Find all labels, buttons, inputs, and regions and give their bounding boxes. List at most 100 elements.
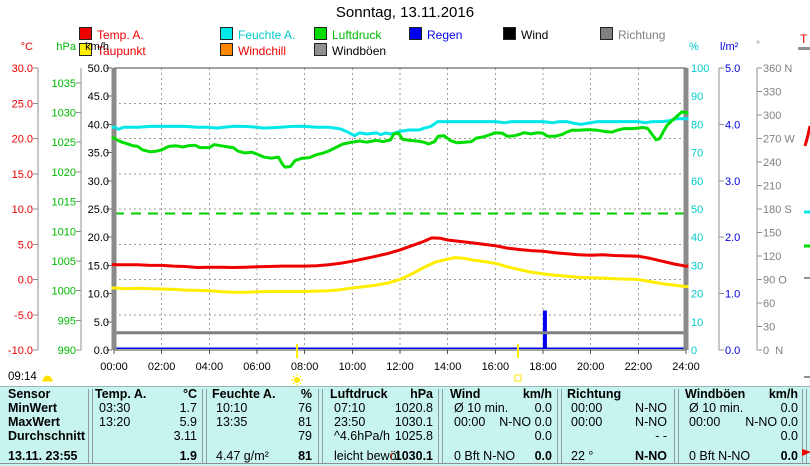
table-row-label: MaxWert — [8, 415, 60, 429]
table-group-unit: hPa — [410, 387, 433, 401]
axis-unit-humidity: % — [689, 41, 699, 53]
table-cell-value: 0.0 — [534, 401, 552, 415]
legend-label: Windchill — [238, 44, 287, 58]
axis-tick-label: 30 — [763, 322, 775, 334]
axis-tick-label: 20.0 — [12, 134, 33, 146]
table-separator — [202, 389, 203, 463]
time-label: 02:00 — [148, 361, 176, 373]
axis-tick-label: 5.0 — [18, 239, 33, 251]
table-cell-value: 0.0 — [780, 429, 798, 443]
axis-tick-label: 25.0 — [88, 204, 109, 216]
table-cell-label: 07:10 — [334, 401, 366, 415]
table-group-unit: km/h — [522, 387, 552, 401]
axis-tick-label: 60 — [763, 298, 775, 310]
axis-tick-label: 1010 — [52, 226, 76, 238]
table-cell-label: ^4.6hPa/h — [334, 429, 390, 443]
table-cell-value: 81 — [298, 415, 312, 429]
series-taupunkt-line — [113, 256, 687, 294]
time-label: 24:00 — [672, 361, 700, 373]
axis-tick-label: 80 — [691, 119, 703, 131]
axis-tick-label: 30.0 — [12, 63, 33, 75]
table-row-label: 13.11. 23:55 — [8, 449, 78, 463]
table-cell-value: 5.9 — [179, 415, 197, 429]
adjacent-panel-fragment — [803, 125, 810, 147]
legend-swatch — [220, 43, 233, 56]
marker-start-temp — [111, 263, 117, 267]
time-label: 12:00 — [386, 361, 414, 373]
table-cell-value: - - — [655, 429, 667, 443]
legend-item-richtung: Richtung — [600, 27, 665, 42]
table-group-title: Luftdruck — [330, 387, 388, 401]
table-bottom-border — [0, 463, 810, 464]
table-group-title: Richtung — [567, 387, 622, 401]
legend-label: Taupunkt — [97, 44, 146, 58]
legend-item-temp-a-: Temp. A. — [79, 27, 144, 42]
axis-tick-label: 995 — [58, 315, 76, 327]
marker-end-feuchte — [683, 117, 689, 121]
axis-tick-label: 2.0 — [725, 232, 740, 244]
axis-tick-label: 70 — [691, 148, 703, 160]
axis-tick-label: 20.0 — [88, 232, 109, 244]
time-label: 04:00 — [196, 361, 224, 373]
legend-item-taupunkt: Taupunkt — [79, 43, 146, 58]
axis-tick-label: 35.0 — [88, 148, 109, 160]
table-cell-value: 1030.1 — [394, 415, 433, 429]
table-cell-value: 76 — [298, 401, 312, 415]
legend-item-windchill: Windchill — [220, 43, 287, 58]
marker-start-feuchte — [111, 125, 117, 129]
axis-tick-label: -5.0 — [14, 310, 33, 322]
axis-tick-label: 90 O — [763, 275, 787, 287]
legend-item-wind: Wind — [503, 27, 548, 42]
marker-end-taupunkt — [683, 285, 689, 289]
marker-start-taupunkt — [111, 286, 117, 290]
sunrise-sun-ray — [299, 382, 302, 385]
table-cell-value: 1020.8 — [394, 401, 433, 415]
table-cell-label: 0 Bft N-NO — [689, 449, 751, 463]
legend-swatch — [503, 27, 516, 40]
table-cell-label: Ø 10 min. — [689, 401, 744, 415]
axis-tick-label: 300 — [763, 110, 781, 122]
axis-tick-label: 1020 — [52, 167, 76, 179]
table-cell-value: 0.0 — [780, 449, 798, 463]
legend-swatch — [79, 27, 92, 40]
axis-tick-label: 270 W — [763, 134, 795, 146]
adjacent-panel-title: T — [800, 32, 808, 46]
adjacent-panel-legend-dash — [798, 47, 810, 50]
marker-end-temp — [683, 264, 689, 268]
table-cell-value: N-NO — [635, 401, 667, 415]
stats-table: Sensor MinWert MaxWert Durchschnitt 13.11. 2… — [0, 386, 810, 466]
axis-tick-label: 60 — [691, 176, 703, 188]
table-cell-value: N-NO — [635, 415, 667, 429]
table-group-title: Wind — [450, 387, 481, 401]
axis-unit-wind: km/h — [85, 41, 109, 53]
legend-label: Temp. A. — [97, 28, 144, 42]
axis-tick-label: 40 — [691, 232, 703, 244]
time-label: 22:00 — [625, 361, 653, 373]
table-cell-label: 10:10 — [216, 401, 248, 415]
legend-item-regen: Regen — [409, 27, 462, 42]
axis-tick-label: 50 — [691, 204, 703, 216]
table-cell-label: 13:20 — [99, 415, 131, 429]
legend-label: Feuchte A. — [238, 28, 296, 42]
table-group-title: Temp. A. — [95, 387, 147, 401]
axis-tick-label: 10.0 — [88, 289, 109, 301]
table-cell-value: 1.9 — [179, 449, 197, 463]
table-group-title: Feuchte A. — [212, 387, 276, 401]
axis-tick-label: 0.0 — [18, 275, 33, 287]
table-cell-label: Ø 10 min. — [454, 401, 509, 415]
time-label: 14:00 — [434, 361, 462, 373]
axis-tick-label: 180 S — [763, 204, 792, 216]
axis-unit-temp: °C — [21, 41, 33, 53]
table-separator — [318, 389, 319, 463]
time-label: 06:00 — [243, 361, 271, 373]
axis-unit-rain: l/m² — [720, 41, 739, 53]
marker-start-luftdruck — [111, 136, 117, 140]
axis-tick-label: 4.0 — [725, 119, 740, 131]
rain-bar — [542, 310, 547, 349]
table-cell-value: 0.0 — [780, 401, 798, 415]
table-separator — [802, 389, 803, 463]
axis-tick-label: 0.0 — [94, 345, 109, 357]
sunrise-sun-ray — [292, 382, 295, 385]
axis-tick-label: 990 — [58, 345, 76, 357]
table-group-unit: km/h — [768, 387, 798, 401]
